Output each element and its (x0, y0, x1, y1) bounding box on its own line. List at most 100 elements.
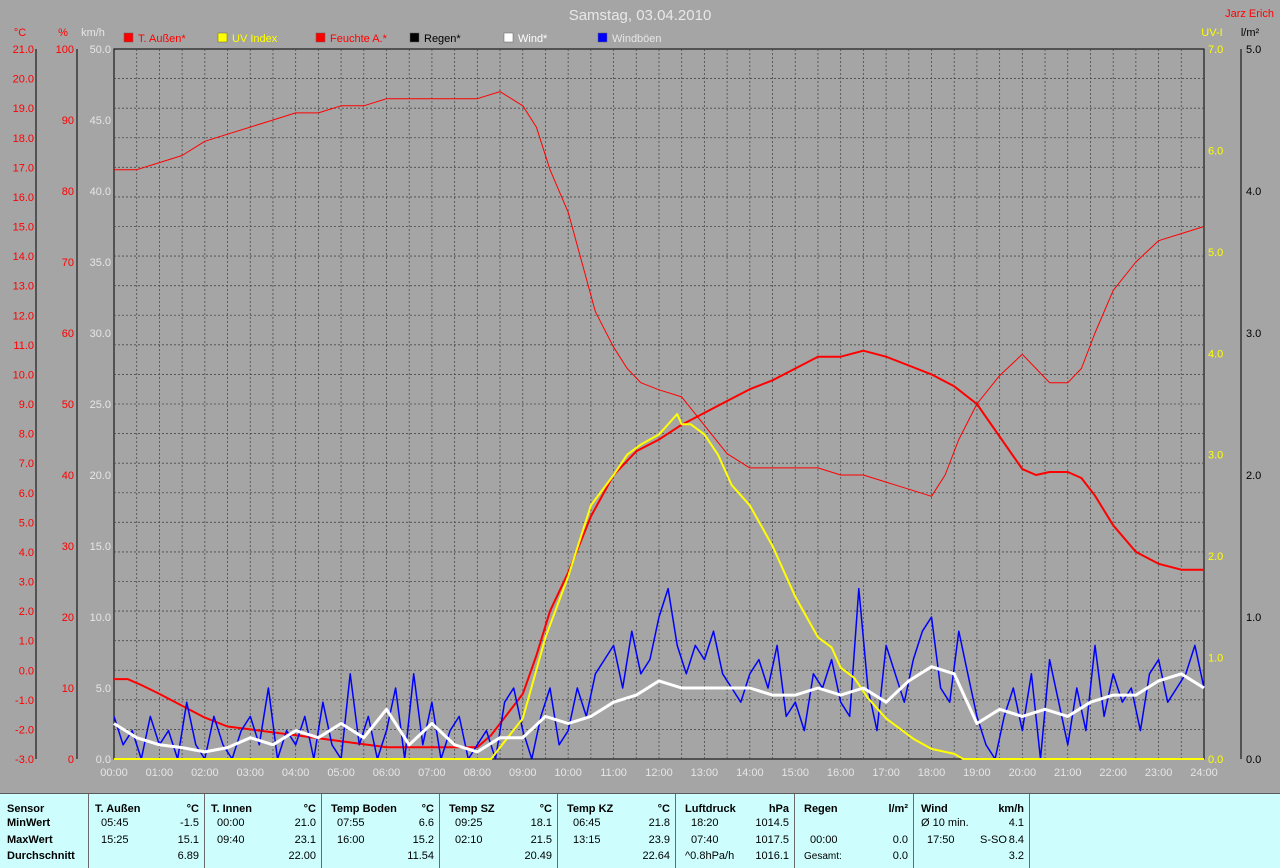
x-tick-label: 13:00 (691, 767, 719, 779)
temp-axis-tick: 21.0 (13, 44, 34, 56)
temp-sz-min: 18.1 (530, 817, 552, 829)
x-tick-label: 11:00 (600, 767, 627, 779)
temp-axis-tick: 6.0 (19, 488, 34, 500)
uv-axis-tick: 7.0 (1208, 44, 1223, 56)
wind-avg10: 4.1 (1008, 817, 1024, 829)
temp-axis-tick: 12.0 (13, 310, 34, 322)
row-label-min: MinWert (7, 817, 51, 829)
uv-axis-tick: 5.0 (1208, 247, 1223, 259)
wind-unit: km/h (998, 803, 1024, 815)
temp-kz-min: 21.8 (648, 817, 670, 829)
temp-boden-unit: °C (421, 803, 434, 815)
temp-kz-unit: °C (657, 803, 670, 815)
humidity-axis-tick: 10 (62, 683, 74, 695)
t-innen-min: 21.0 (294, 817, 316, 829)
t-aussen-min-time: 05:45 (101, 817, 129, 829)
humidity-axis-tick: 50 (62, 399, 74, 411)
x-tick-label: 18:00 (918, 767, 946, 779)
humidity-unit-label: % (58, 27, 68, 39)
temp-axis-tick: 4.0 (19, 547, 34, 559)
t-aussen-unit: °C (186, 803, 199, 815)
x-tick-label: 20:00 (1009, 767, 1037, 779)
t-aussen-avg: 6.89 (177, 850, 199, 862)
temp-boden-min: 6.6 (418, 817, 434, 829)
legend-wind: Wind* (518, 33, 548, 45)
temp-axis-tick: -3.0 (15, 754, 34, 766)
temp-sz-max: 21.5 (530, 834, 552, 846)
legend-regen-swatch (409, 32, 420, 43)
regen-max-time: 00:00 (810, 834, 838, 846)
x-tick-label: 24:00 (1190, 767, 1218, 779)
temp-boden-max-time: 16:00 (337, 834, 365, 846)
temp-axis-tick: 18.0 (13, 133, 34, 145)
author-label: Jarz Erich (1225, 8, 1274, 20)
legend-wind-swatch (503, 32, 514, 43)
x-tick-label: 16:00 (827, 767, 855, 779)
temp-axis-tick: 20.0 (13, 74, 34, 86)
temp-axis-tick: 19.0 (13, 103, 34, 115)
legend-t-aussen: T. Außen* (138, 33, 186, 45)
x-tick-label: 12:00 (645, 767, 673, 779)
x-tick-label: 06:00 (373, 767, 401, 779)
rain-axis-tick: 4.0 (1246, 186, 1261, 198)
regen-max: 0.0 (892, 834, 908, 846)
humidity-axis-tick: 100 (56, 44, 74, 56)
temp-kz-max: 23.9 (648, 834, 670, 846)
luftdruck-min: 1014.5 (755, 817, 789, 829)
uv-axis-tick: 3.0 (1208, 450, 1223, 462)
humidity-axis-tick: 0 (68, 754, 74, 766)
summary-wind: Wind km/h Ø 10 min. 4.1 17:50 S-SO 8.4 3… (913, 794, 1030, 868)
humidity-axis-tick: 70 (62, 257, 74, 269)
wind-max: 8.4 (1008, 834, 1024, 846)
legend-regen: Regen* (424, 33, 461, 45)
wind-axis-tick: 15.0 (90, 541, 111, 553)
regen-total: 0.0 (892, 850, 908, 862)
regen-title: Regen (804, 803, 838, 815)
temp-axis-tick: 17.0 (13, 162, 34, 174)
wind-axis-tick: 10.0 (90, 612, 111, 624)
t-innen-max-time: 09:40 (217, 834, 245, 846)
wind-unit-label: km/h (81, 27, 105, 39)
legend-feuchte-swatch (315, 32, 326, 43)
summary-regen: Regen l/m² 00:00 0.0 Gesamt: 0.0 (794, 794, 914, 868)
uv-index-line (114, 413, 1204, 760)
sensor-header: Sensor (7, 803, 45, 815)
x-tick-label: 05:00 (327, 767, 355, 779)
temp-outside-line (114, 349, 1204, 749)
wind-axis-tick: 5.0 (96, 683, 111, 695)
uv-unit-label: UV-I (1201, 27, 1222, 39)
summary-temp-sz: Temp SZ °C 09:25 18.1 02:10 21.5 20.49 (439, 794, 558, 868)
summary-temp-kz: Temp KZ °C 06:45 21.8 13:15 23.9 22.64 (557, 794, 676, 868)
x-tick-label: 03:00 (236, 767, 264, 779)
humidity-axis-tick: 40 (62, 470, 74, 482)
t-innen-avg: 22.00 (288, 850, 316, 862)
luftdruck-unit: hPa (768, 803, 789, 815)
wind-gust-line (113, 587, 1205, 760)
t-aussen-title: T. Außen (95, 803, 141, 815)
summary-luftdruck: Luftdruck hPa 18:20 1014.5 07:40 1017.5 … (675, 794, 795, 868)
temp-kz-max-time: 13:15 (573, 834, 601, 846)
humidity-axis-tick: 30 (62, 541, 74, 553)
luftdruck-min-time: 18:20 (691, 817, 719, 829)
temp-axis-tick: 14.0 (13, 251, 34, 263)
temp-kz-min-time: 06:45 (573, 817, 601, 829)
x-tick-label: 07:00 (418, 767, 446, 779)
x-tick-label: 04:00 (282, 767, 310, 779)
x-tick-label: 23:00 (1145, 767, 1173, 779)
x-tick-label: 14:00 (736, 767, 764, 779)
x-tick-label: 00:00 (100, 767, 128, 779)
temp-axis-tick: 2.0 (19, 606, 34, 618)
t-innen-min-time: 00:00 (217, 817, 245, 829)
temp-axis-tick: 11.0 (13, 340, 34, 352)
rain-axis-tick: 0.0 (1246, 754, 1261, 766)
legend-windboeen-swatch (597, 32, 608, 43)
temp-axis-tick: 9.0 (19, 399, 34, 411)
row-label-max: MaxWert (7, 834, 53, 846)
temp-boden-title: Temp Boden (331, 803, 397, 815)
humidity-axis-tick: 90 (62, 115, 74, 127)
x-tick-label: 15:00 (781, 767, 809, 779)
legend-windboeen: Windböen (612, 33, 662, 45)
temp-axis-tick: 16.0 (13, 192, 34, 204)
legend-t-aussen-swatch (123, 32, 134, 43)
wind-axis-tick: 45.0 (90, 115, 111, 127)
